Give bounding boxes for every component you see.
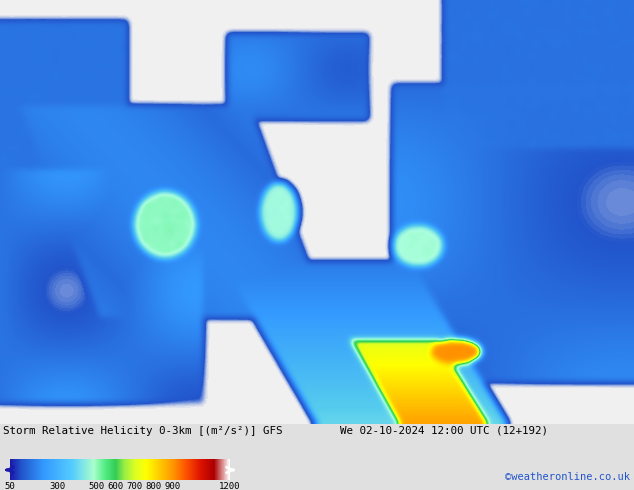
Text: 300: 300 [49,482,66,490]
Text: Storm Relative Helicity 0-3km [(m²/s²)] GFS: Storm Relative Helicity 0-3km [(m²/s²)] … [3,426,283,436]
Text: 800: 800 [145,482,162,490]
Text: 1200: 1200 [219,482,241,490]
Text: 900: 900 [165,482,181,490]
Text: 700: 700 [126,482,143,490]
Text: We 02-10-2024 12:00 UTC (12+192): We 02-10-2024 12:00 UTC (12+192) [340,426,548,436]
Text: ©weatheronline.co.uk: ©weatheronline.co.uk [505,472,630,482]
Text: 50: 50 [4,482,15,490]
Text: 600: 600 [107,482,123,490]
Text: 500: 500 [88,482,104,490]
